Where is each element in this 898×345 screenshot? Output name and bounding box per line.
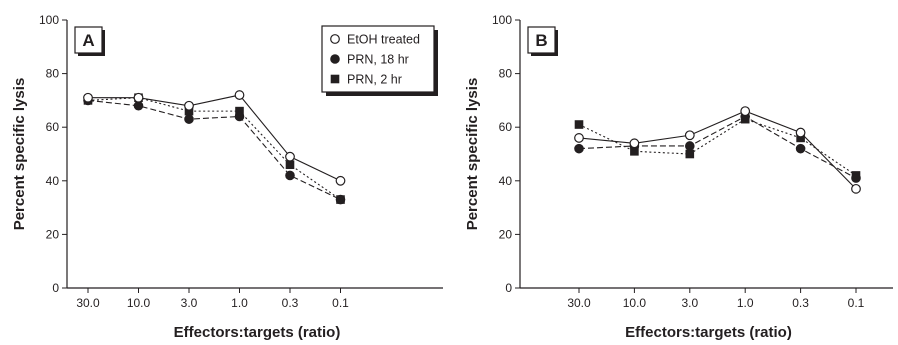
- x-tick-label: 30.0: [76, 296, 100, 310]
- series-line: [578, 118, 857, 176]
- data-point: [684, 130, 695, 141]
- x-tick-label: 30.0: [567, 296, 591, 310]
- y-axis-title: Percent specific lysis: [464, 78, 481, 231]
- y-tick-label: 60: [46, 120, 60, 134]
- data-point: [285, 170, 295, 181]
- x-tick-label: 0.3: [282, 296, 299, 310]
- y-tick-label: 20: [46, 227, 60, 241]
- legend-label: PRN, 18 hr: [347, 53, 409, 67]
- data-point: [133, 92, 144, 103]
- x-tick-label: 1.0: [737, 296, 754, 310]
- series-line: [88, 94, 341, 182]
- data-point: [740, 106, 751, 117]
- x-tick-label: 0.1: [848, 296, 865, 310]
- data-point: [285, 160, 295, 170]
- x-tick-label: 1.0: [231, 296, 248, 310]
- x-tick-label: 3.0: [181, 296, 198, 310]
- y-tick-label: 100: [492, 13, 512, 27]
- data-point: [795, 143, 806, 154]
- x-tick-label: 0.3: [792, 296, 809, 310]
- series-line: [578, 110, 857, 190]
- data-point: [629, 138, 640, 149]
- data-point: [133, 100, 144, 111]
- x-tick-label: 3.0: [681, 296, 698, 310]
- panel-b: 0 20 40 60 80 100 30.0 10.0 3.0 1.0 0.3 0.1 Effector…: [464, 13, 893, 341]
- data-point: [285, 151, 295, 162]
- legend-label: PRN, 2 hr: [347, 73, 402, 87]
- legend-box: [321, 25, 435, 93]
- y-tick-label: 80: [499, 67, 513, 81]
- data-point: [184, 100, 194, 111]
- data-point: [335, 175, 346, 186]
- y-axis-title: Percent specific lysis: [11, 78, 28, 231]
- data-point: [574, 143, 584, 154]
- panel-label-box: [527, 26, 556, 54]
- data-point: [685, 141, 695, 151]
- data-point: [184, 106, 194, 116]
- panel-label: A: [82, 31, 94, 50]
- y-tick-label: 40: [46, 174, 60, 188]
- y-tick-label: 40: [499, 174, 513, 188]
- data-point: [235, 106, 244, 116]
- x-tick-label: 10.0: [127, 296, 151, 310]
- data-point: [574, 133, 584, 143]
- data-point: [685, 149, 695, 159]
- data-point: [184, 114, 194, 124]
- x-axis-title: Effectors:targets (ratio): [174, 324, 341, 341]
- data-point: [795, 127, 806, 138]
- series-line: [87, 99, 341, 201]
- y-tick-label: 20: [499, 227, 513, 241]
- legend-marker: [330, 54, 340, 64]
- legend-marker: [330, 34, 340, 44]
- x-tick-label: 10.0: [623, 296, 647, 310]
- y-tick-label: 60: [499, 120, 513, 134]
- y-tick-label: 0: [505, 281, 512, 295]
- data-point: [234, 90, 245, 100]
- data-point: [851, 183, 861, 194]
- panel-a: 0 20 40 60 80 100 30.0 10.0 3.0 1.0 0.3 0.1 Effector…: [11, 13, 443, 341]
- legend-marker: [330, 74, 340, 84]
- data-point: [630, 147, 639, 156]
- y-tick-label: 80: [46, 67, 60, 81]
- panel-label-box: [74, 26, 103, 54]
- y-tick-label: 0: [52, 281, 59, 295]
- data-point: [234, 111, 245, 122]
- data-point: [796, 133, 805, 143]
- data-point: [83, 92, 93, 103]
- y-tick-label: 100: [39, 13, 59, 27]
- data-point: [574, 120, 584, 129]
- data-point: [335, 194, 346, 205]
- series-line: [87, 97, 341, 201]
- data-point: [851, 173, 861, 183]
- x-tick-label: 0.1: [332, 296, 349, 310]
- legend-label: EtOH treated: [347, 33, 420, 47]
- panel-label: B: [535, 31, 547, 50]
- x-axis-title: Effectors:targets (ratio): [625, 324, 792, 341]
